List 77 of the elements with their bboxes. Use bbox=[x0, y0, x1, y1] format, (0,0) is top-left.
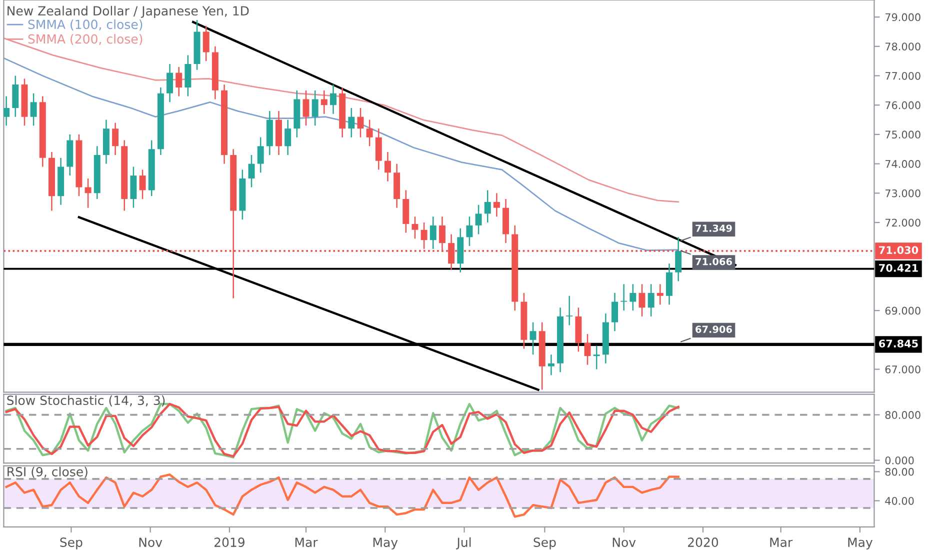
candlestick bbox=[366, 119, 373, 147]
candlestick bbox=[112, 122, 119, 156]
candlestick bbox=[84, 178, 92, 208]
candlestick bbox=[375, 128, 382, 170]
annotation: 71.066 bbox=[696, 258, 732, 266]
y-tick-label: 72.000 bbox=[885, 218, 920, 227]
ref-line-label: 71.030 bbox=[879, 246, 918, 254]
candlestick bbox=[530, 322, 536, 356]
legend-label: SMMA (100, close) bbox=[28, 19, 142, 31]
x-tick-label: Mar bbox=[295, 538, 318, 547]
x-tick-label: May bbox=[373, 538, 398, 550]
y-tick-label: 74.000 bbox=[885, 160, 920, 168]
x-tick-label: Sep bbox=[60, 538, 82, 550]
candlestick bbox=[184, 54, 192, 97]
candlestick bbox=[466, 216, 473, 247]
candlestick bbox=[475, 204, 482, 235]
candlestick bbox=[12, 75, 19, 118]
candlestick bbox=[330, 84, 336, 115]
chart-title: New Zealand Dollar / Japanese Yen, 1D bbox=[8, 6, 249, 18]
y-tick-label: 78.000 bbox=[885, 42, 920, 50]
candlestick bbox=[412, 216, 418, 240]
candlestick bbox=[584, 333, 591, 366]
candlestick bbox=[675, 236, 682, 282]
candlestick bbox=[30, 92, 37, 126]
y-tick-label: 67.000 bbox=[885, 365, 920, 374]
x-tick-label: Jul bbox=[456, 537, 471, 550]
candlestick bbox=[312, 90, 318, 126]
x-tick-label: Nov bbox=[139, 538, 162, 547]
candlestick bbox=[320, 90, 328, 115]
candlestick bbox=[357, 107, 364, 138]
y-tick-label: 79.000 bbox=[885, 13, 920, 22]
x-tick-label: 2020 bbox=[688, 538, 718, 547]
ref-line-label: 70.421 bbox=[879, 264, 918, 272]
annotation: 71.349 bbox=[696, 224, 732, 232]
candlestick bbox=[612, 292, 618, 332]
candlestick bbox=[166, 63, 174, 103]
ref-line-label: 67.845 bbox=[879, 340, 918, 348]
x-tick-label: May bbox=[848, 538, 872, 550]
candlestick bbox=[666, 262, 672, 306]
y-tick-label: 75.000 bbox=[885, 130, 920, 139]
candlestick bbox=[4, 96, 10, 126]
candlestick bbox=[302, 90, 310, 126]
candlestick bbox=[176, 66, 182, 97]
candlestick bbox=[638, 284, 646, 318]
candlestick bbox=[139, 169, 146, 200]
y-tick-label: 80.000 bbox=[885, 411, 920, 419]
y-tick-label: 69.000 bbox=[885, 306, 920, 315]
candlestick bbox=[630, 284, 636, 312]
candlestick bbox=[484, 190, 491, 224]
candlestick bbox=[648, 284, 654, 318]
candlestick bbox=[284, 119, 292, 156]
x-tick-label: Sep bbox=[534, 538, 556, 550]
y-tick-label: 77.000 bbox=[885, 72, 920, 80]
legend-label: SMMA (200, close) bbox=[28, 34, 142, 46]
candlestick bbox=[430, 216, 436, 250]
candlestick bbox=[130, 166, 137, 208]
candlestick bbox=[548, 354, 554, 376]
candlestick bbox=[202, 25, 210, 62]
candlestick bbox=[656, 284, 664, 306]
chart-title: RSI (9, close) bbox=[8, 466, 88, 478]
candlestick bbox=[384, 151, 391, 182]
candlestick bbox=[248, 154, 255, 188]
candlestick bbox=[566, 295, 573, 326]
candlestick bbox=[257, 136, 264, 174]
y-tick-label: 0.000 bbox=[885, 456, 914, 464]
y-tick-label: 80.00 bbox=[885, 468, 914, 476]
y-tick-label: 76.000 bbox=[885, 101, 920, 110]
x-tick-label: Mar bbox=[770, 538, 793, 547]
y-tick-label: 73.000 bbox=[885, 189, 920, 198]
y-tick-label: 40.00 bbox=[885, 496, 914, 505]
candlestick bbox=[593, 345, 600, 370]
chart-title: Slow Stochastic (14, 3, 3) bbox=[7, 395, 165, 407]
annotation: 67.906 bbox=[696, 326, 732, 333]
x-tick-label: Nov bbox=[612, 538, 636, 547]
x-tick-label: 2019 bbox=[214, 538, 244, 547]
candlestick bbox=[493, 192, 500, 218]
candlestick bbox=[348, 107, 355, 138]
